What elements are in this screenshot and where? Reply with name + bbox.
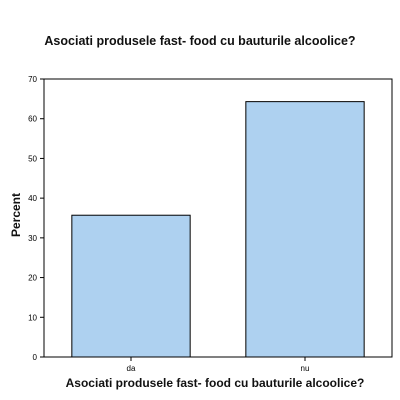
y-tick-label: 20 xyxy=(28,274,37,283)
x-tick-label: nu xyxy=(301,364,310,373)
y-tick-label: 70 xyxy=(28,75,37,84)
y-tick-label: 60 xyxy=(28,115,37,124)
bar-nu xyxy=(245,101,365,358)
y-tick-label: 50 xyxy=(28,154,37,163)
y-axis-label: Percent xyxy=(9,192,23,238)
y-tick-label: 0 xyxy=(33,353,38,362)
chart-title: Asociati produsele fast- food cu bauturi… xyxy=(44,34,356,48)
x-tick-label: da xyxy=(127,364,136,373)
x-axis-label: Asociati produsele fast- food cu bauturi… xyxy=(65,376,365,390)
y-axis: 0 10 20 30 40 50 60 70 xyxy=(28,75,44,362)
bars xyxy=(71,101,365,358)
bar-da xyxy=(71,214,191,358)
plot-frame xyxy=(43,78,393,358)
y-tick-label: 30 xyxy=(28,234,37,243)
x-axis: da nu xyxy=(127,357,310,373)
y-tick-label: 40 xyxy=(28,194,37,203)
y-tick-label: 10 xyxy=(28,313,37,322)
